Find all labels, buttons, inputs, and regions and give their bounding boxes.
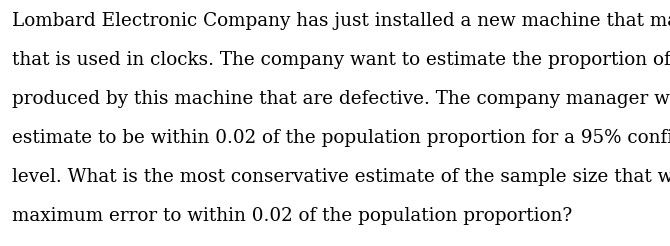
Text: produced by this machine that are defective. The company manager wants this: produced by this machine that are defect… — [12, 90, 670, 108]
Text: estimate to be within 0.02 of the population proportion for a 95% confidence: estimate to be within 0.02 of the popula… — [12, 129, 670, 147]
Text: Lombard Electronic Company has just installed a new machine that makes a part: Lombard Electronic Company has just inst… — [12, 12, 670, 30]
Text: maximum error to within 0.02 of the population proportion?: maximum error to within 0.02 of the popu… — [12, 207, 572, 225]
Text: level. What is the most conservative estimate of the sample size that will limit: level. What is the most conservative est… — [12, 168, 670, 186]
Text: that is used in clocks. The company want to estimate the proportion of these par: that is used in clocks. The company want… — [12, 51, 670, 69]
